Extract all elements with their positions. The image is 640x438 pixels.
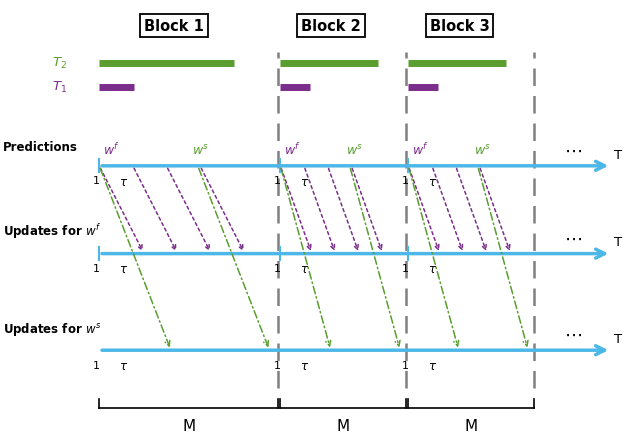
- Text: 1: 1: [403, 264, 409, 274]
- Text: 1: 1: [403, 176, 409, 186]
- Text: $\tau$: $\tau$: [300, 263, 309, 276]
- Text: 1: 1: [403, 360, 409, 370]
- Text: $\cdots$: $\cdots$: [564, 229, 582, 247]
- Text: $w^f$: $w^f$: [412, 142, 429, 158]
- Text: Updates for $w^s$: Updates for $w^s$: [3, 320, 102, 337]
- Text: $\cdots$: $\cdots$: [564, 141, 582, 159]
- Text: 1: 1: [93, 360, 100, 370]
- Text: $\tau$: $\tau$: [119, 175, 128, 188]
- Text: T: T: [614, 236, 623, 249]
- Text: $\tau$: $\tau$: [428, 359, 437, 372]
- Text: M: M: [337, 418, 350, 433]
- Text: $\tau$: $\tau$: [428, 175, 437, 188]
- Text: $w^s$: $w^s$: [193, 144, 209, 158]
- Text: 1: 1: [93, 264, 100, 274]
- Text: $\tau$: $\tau$: [119, 263, 128, 276]
- Text: Block 2: Block 2: [301, 19, 361, 34]
- Text: M: M: [465, 418, 478, 433]
- Text: $w^f$: $w^f$: [103, 142, 120, 158]
- Text: $\tau$: $\tau$: [119, 359, 128, 372]
- Text: $\tau$: $\tau$: [300, 175, 309, 188]
- Text: Block 1: Block 1: [144, 19, 204, 34]
- Text: Predictions: Predictions: [3, 140, 78, 153]
- Text: $\cdots$: $\cdots$: [564, 325, 582, 343]
- Text: $\tau$: $\tau$: [428, 263, 437, 276]
- Text: $\tau$: $\tau$: [300, 359, 309, 372]
- Text: $T_1$: $T_1$: [52, 80, 67, 95]
- Text: 1: 1: [275, 360, 281, 370]
- Text: 1: 1: [93, 176, 100, 186]
- Text: $w^f$: $w^f$: [284, 142, 301, 158]
- Text: $w^s$: $w^s$: [474, 144, 491, 158]
- Text: 1: 1: [275, 176, 281, 186]
- Text: $w^s$: $w^s$: [346, 144, 363, 158]
- Text: $T_2$: $T_2$: [52, 56, 67, 71]
- Text: Block 3: Block 3: [429, 19, 490, 34]
- Text: 1: 1: [275, 264, 281, 274]
- Text: M: M: [182, 418, 195, 433]
- Text: T: T: [614, 332, 623, 345]
- Text: T: T: [614, 148, 623, 161]
- Text: Updates for $w^f$: Updates for $w^f$: [3, 222, 101, 241]
